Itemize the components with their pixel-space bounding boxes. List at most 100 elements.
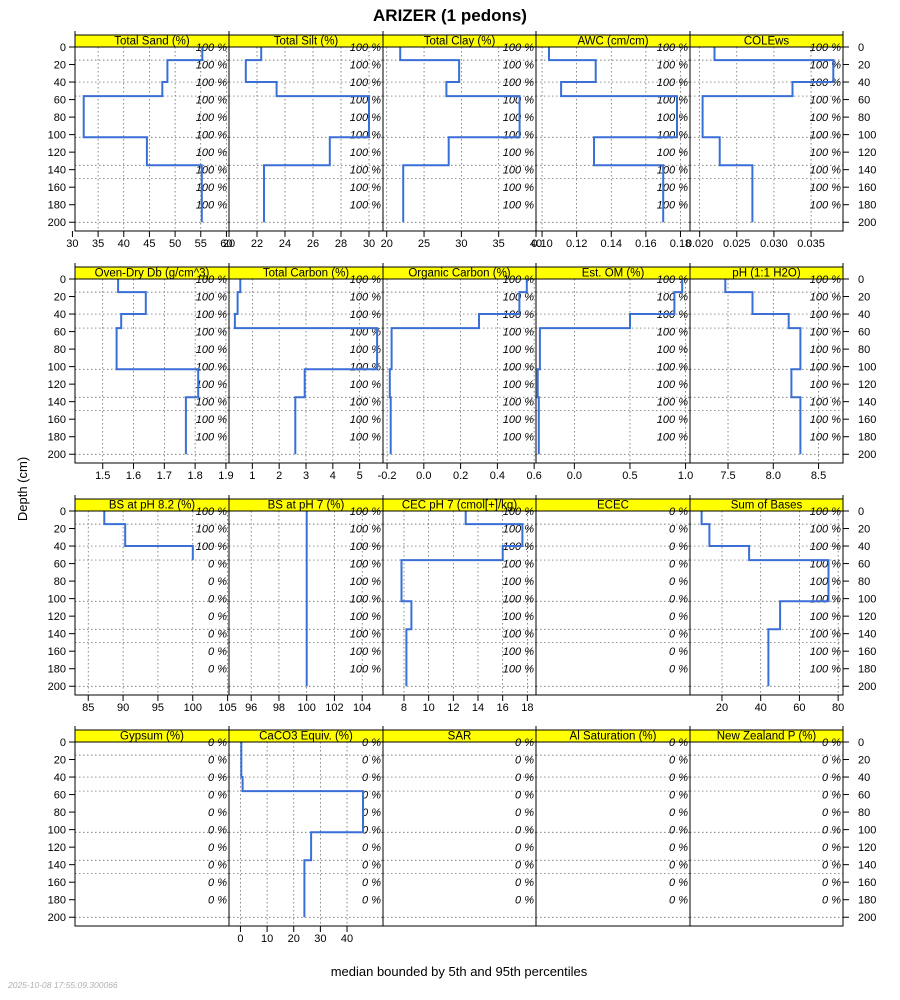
percent-label: 0 % (515, 895, 534, 907)
percent-label: 0 % (362, 807, 381, 819)
panel-organic-carbon: Organic Carbon (%)100 %100 %100 %100 %10… (378, 266, 542, 482)
x-tick-label: 0.10 (531, 238, 552, 250)
x-tick-label: 1.8 (187, 470, 202, 482)
percent-label: 100 % (657, 327, 688, 339)
percent-label: 100 % (503, 200, 534, 212)
median-profile-line (700, 511, 830, 687)
depth-tick-label-right: 160 (858, 414, 876, 426)
panel-total-sand: Total Sand (%) 100 % 100 % 100 % 100 % 100 % 1… (66, 34, 233, 250)
percent-label: 0 % (822, 790, 841, 802)
percent-label: 0 % (515, 825, 534, 837)
panel-strip-label: COLEws (744, 36, 790, 48)
percent-label: 100 % (350, 559, 381, 571)
depth-tick-label-left: 200 (48, 912, 66, 924)
percent-label: 0 % (208, 755, 227, 767)
depth-tick-label-left: 60 (54, 327, 66, 339)
depth-tick-label-right: 80 (858, 576, 870, 588)
percent-label: 100 % (503, 611, 534, 623)
x-tick-label: 22 (251, 238, 263, 250)
percent-label: 0 % (669, 755, 688, 767)
median-profile-line (233, 279, 379, 455)
median-profile-line (400, 511, 524, 687)
panel-border (689, 46, 844, 232)
x-axis-title: median bounded by 5th and 95th percentil… (331, 964, 588, 979)
depth-tick-label-left: 200 (48, 217, 66, 229)
depth-tick-label-left: 0 (60, 42, 66, 54)
depth-tick-label-left: 40 (54, 772, 66, 784)
depth-tick-label-right: 100 (858, 130, 876, 142)
panel-strip-label: Total Silt (%) (274, 36, 339, 48)
depth-tick-label-right: 120 (858, 842, 876, 854)
percent-label: 100 % (196, 414, 227, 426)
median-profile-line (240, 742, 364, 918)
depth-tick-label-left: 60 (54, 790, 66, 802)
percent-label: 100 % (350, 664, 381, 676)
percent-label: 100 % (503, 95, 534, 107)
percent-label: 100 % (657, 379, 688, 391)
percent-label: 100 % (350, 344, 381, 356)
depth-tick-label-right: 40 (858, 772, 870, 784)
percent-label: 0 % (669, 877, 688, 889)
percent-label: 100 % (350, 77, 381, 89)
panel-colews: COLEws 100 % 100 % 100 % 100 % 100 % 100 % 100 … (686, 34, 844, 250)
depth-tick-label-right: 140 (858, 629, 876, 641)
x-tick-label: 1 (249, 470, 255, 482)
percent-label: 100 % (196, 60, 227, 72)
percent-label: 0 % (208, 611, 227, 623)
x-tick-label: 0.4 (490, 470, 505, 482)
percent-label: 100 % (350, 200, 381, 212)
percent-label: 100 % (503, 77, 534, 89)
x-tick-label: 100 (298, 702, 316, 714)
percent-label: 100 % (350, 309, 381, 321)
percent-label: 0 % (669, 576, 688, 588)
percent-label: 0 % (208, 895, 227, 907)
x-tick-label: 1.9 (218, 470, 233, 482)
percent-label: 100 % (810, 379, 841, 391)
percent-label: 100 % (196, 42, 227, 54)
panel-border (535, 510, 691, 696)
depth-tick-label-left: 20 (54, 524, 66, 536)
x-tick-label: 3 (303, 470, 309, 482)
percent-label: 100 % (503, 362, 534, 374)
percent-label: 100 % (350, 541, 381, 553)
percent-label: 100 % (657, 77, 688, 89)
depth-tick-label-right: 200 (858, 217, 876, 229)
percent-label: 100 % (810, 60, 841, 72)
percent-label: 0 % (822, 737, 841, 749)
depth-tick-label-left: 80 (54, 112, 66, 124)
percent-label: 100 % (810, 414, 841, 426)
x-tick-label: 24 (279, 238, 291, 250)
panel-strip-label: Organic Carbon (%) (408, 268, 510, 280)
panel-bs-at-ph-7: BS at pH 7 (%) 100 % 100 % 100 % 100 % 100 % 1… (228, 498, 384, 714)
percent-label: 100 % (503, 541, 534, 553)
depth-tick-label-left: 120 (48, 379, 66, 391)
x-tick-label: 30 (363, 238, 375, 250)
depth-tick-label-left: 0 (60, 737, 66, 749)
panel-border (689, 741, 844, 927)
median-profile-line (724, 279, 802, 455)
percent-label: 100 % (350, 629, 381, 641)
depth-tick-label-left: 140 (48, 397, 66, 409)
percent-label: 0 % (515, 755, 534, 767)
panel-strip-label: Total Clay (%) (424, 36, 496, 48)
x-tick-label: 7.5 (720, 470, 735, 482)
percent-label: 0 % (822, 842, 841, 854)
percent-label: 100 % (350, 327, 381, 339)
depth-tick-label-left: 60 (54, 95, 66, 107)
depth-tick-label-right: 180 (858, 895, 876, 907)
x-tick-label: 105 (218, 702, 236, 714)
x-tick-label: 35 (493, 238, 505, 250)
percent-label: 0 % (208, 842, 227, 854)
x-tick-label: 60 (793, 702, 805, 714)
percent-label: 100 % (810, 327, 841, 339)
depth-tick-label-right: 80 (858, 112, 870, 124)
x-tick-label: 50 (169, 238, 181, 250)
x-tick-label: 8.0 (766, 470, 781, 482)
x-tick-label: 25 (418, 238, 430, 250)
percent-label: 0 % (669, 895, 688, 907)
percent-label: 100 % (657, 42, 688, 54)
depth-tick-label-right: 140 (858, 397, 876, 409)
percent-label: 100 % (196, 432, 227, 444)
percent-label: 0 % (362, 825, 381, 837)
